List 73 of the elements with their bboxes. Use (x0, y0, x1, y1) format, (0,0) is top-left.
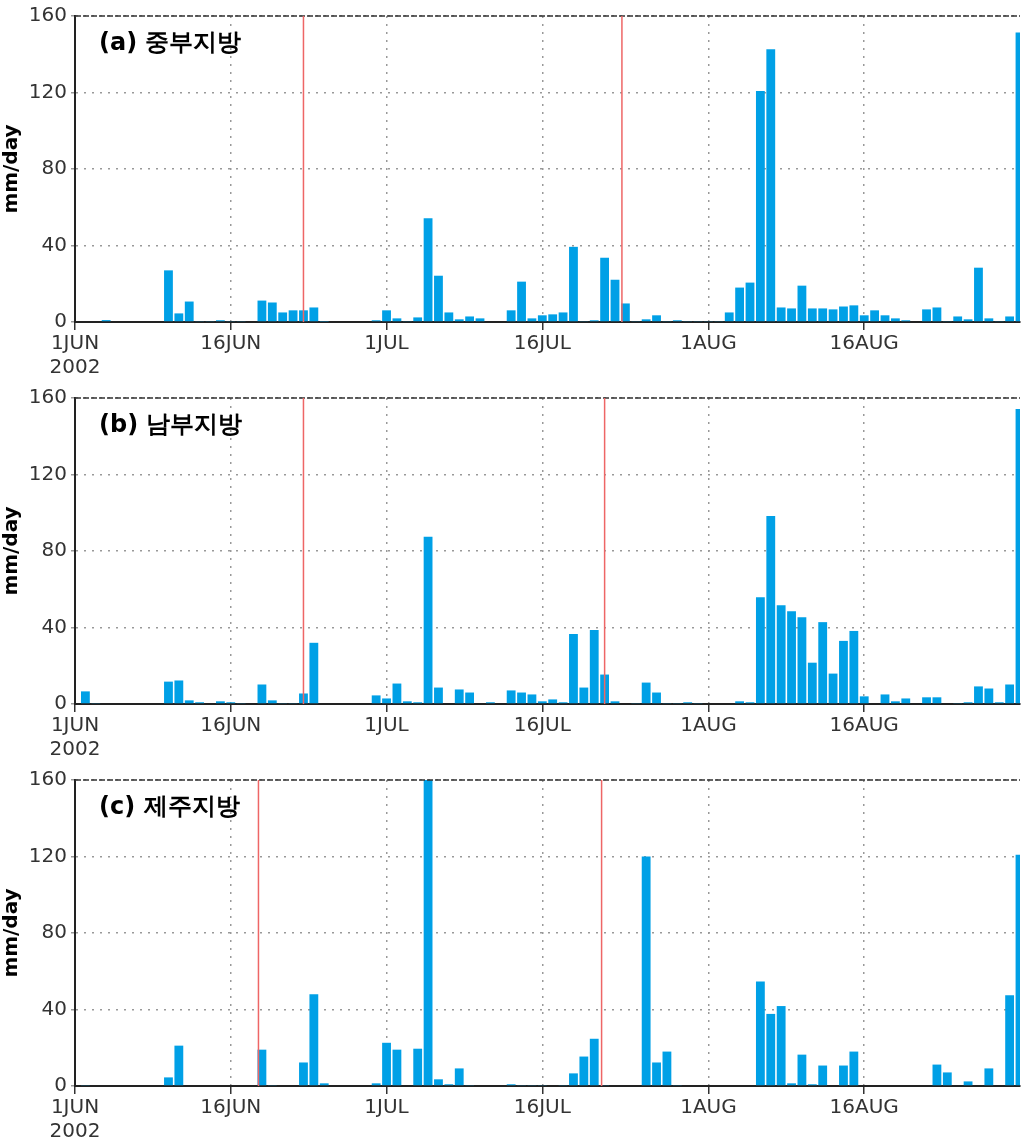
x-tick-label: 16AUG (829, 1094, 899, 1119)
bar (423, 218, 433, 322)
bar (859, 696, 869, 704)
bar (423, 536, 433, 704)
bar (434, 687, 443, 704)
bar (880, 694, 890, 704)
bar (392, 318, 402, 322)
text: (a) 중부지방 (99, 28, 242, 56)
y-tick-label: 0 (54, 690, 67, 715)
bar (942, 1072, 952, 1086)
bar (80, 691, 90, 704)
y-tick-label: 80 (41, 919, 67, 944)
y-axis-title: mm/day (0, 506, 23, 596)
bar (184, 301, 194, 322)
bar (413, 1048, 423, 1086)
bar (413, 317, 423, 322)
x-tick-label: 1JUL (364, 712, 410, 737)
bar (932, 307, 942, 322)
y-tick-label: 80 (41, 155, 67, 180)
x-tick-label: 1JUN 2002 (49, 330, 101, 379)
bar (984, 1068, 994, 1086)
bar (932, 697, 942, 704)
y-tick-label: 0 (54, 308, 67, 333)
bar (922, 309, 931, 322)
bar (558, 312, 568, 322)
bar (589, 1038, 599, 1086)
y-tick-label: 160 (28, 384, 67, 409)
y-tick-label: 120 (28, 460, 67, 485)
y-tick-label: 160 (28, 2, 67, 27)
x-tick-label: 16JUN (200, 712, 262, 737)
text: (b) 남부지방 (99, 410, 243, 438)
x-tick-label: 1AUG (680, 712, 737, 737)
x-tick-label: 1JUN 2002 (49, 1094, 101, 1143)
bar (257, 684, 267, 704)
y-tick-label: 40 (41, 613, 67, 638)
bar (569, 246, 578, 322)
bar (527, 694, 537, 704)
bar (288, 310, 298, 322)
x-tick-label: 1JUL (364, 330, 410, 355)
bar (527, 318, 537, 322)
bar (610, 279, 620, 322)
bar (880, 315, 890, 322)
bar (454, 1068, 464, 1086)
x-tick-label: 16JUL (513, 1094, 572, 1119)
x-tick-label: 1AUG (680, 330, 737, 355)
bar (963, 1081, 973, 1086)
x-tick-label: 16JUN (200, 330, 262, 355)
bar (1005, 316, 1015, 322)
x-tick-label: 16AUG (829, 330, 899, 355)
y-tick-label: 40 (41, 231, 67, 256)
x-tick-label: 16AUG (829, 712, 899, 737)
y-tick-label: 80 (41, 537, 67, 562)
y-axis-title: mm/day (0, 124, 23, 214)
y-tick-label: 0 (54, 1072, 67, 1097)
bar (423, 780, 433, 1086)
y-tick-label: 120 (28, 78, 67, 103)
bar (828, 309, 838, 322)
x-tick-label: 1JUN 2002 (49, 712, 101, 761)
x-tick-label: 16JUN (200, 1094, 262, 1119)
x-tick-label: 1AUG (680, 1094, 737, 1119)
x-tick-label: 16JUL (513, 712, 572, 737)
y-tick-label: 160 (28, 766, 67, 791)
y-tick-label: 120 (28, 842, 67, 867)
bar (922, 697, 931, 704)
bar (475, 318, 485, 322)
x-tick-label: 16JUL (513, 330, 572, 355)
bar (267, 700, 277, 704)
y-axis-title: mm/day (0, 888, 23, 978)
y-tick-label: 40 (41, 995, 67, 1020)
bar (797, 617, 807, 704)
text: (c) 제주지방 (99, 792, 240, 820)
bar (953, 316, 963, 322)
x-tick-label: 1JUL (364, 1094, 410, 1119)
